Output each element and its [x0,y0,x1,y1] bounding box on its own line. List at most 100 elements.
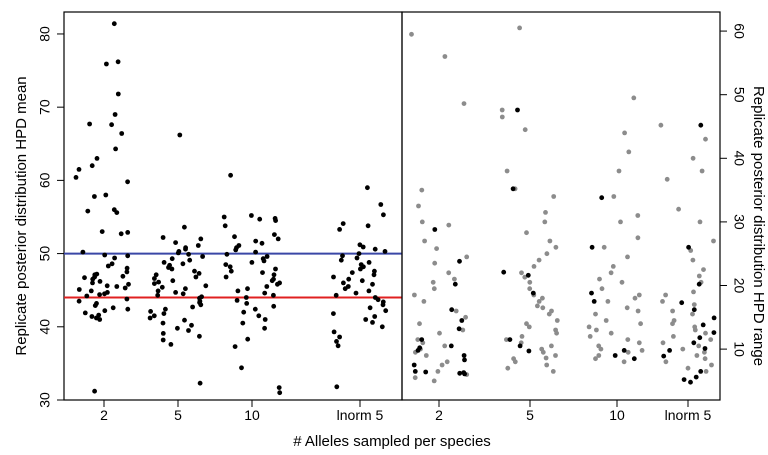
data-point-right-s0 [524,321,529,327]
data-point-left-s0 [118,231,124,237]
data-point-right-s0 [703,330,708,336]
data-point-left-s0 [382,249,388,254]
data-point-left-s0 [239,365,244,371]
data-point-left-s0 [232,344,238,349]
data-point-right-s0 [540,295,545,301]
data-point-right-s1 [686,244,691,250]
data-point-left-s0 [82,275,87,281]
data-point-right-s0 [616,168,622,174]
data-point-right-s1 [462,357,467,363]
data-point-left-s0 [379,324,385,330]
data-point-right-s0 [412,375,418,381]
data-point-left-s0 [160,337,166,343]
data-point-right-s0 [694,353,700,358]
data-point-left-s0 [235,288,241,294]
data-point-left-s0 [349,270,355,275]
data-point-left-s0 [111,207,117,213]
data-point-right-s0 [554,330,559,336]
data-point-right-s0 [626,149,632,155]
data-point-right-s0 [444,359,450,365]
data-point-right-s0 [660,299,665,304]
data-point-right-s1 [599,195,605,201]
data-point-right-s1 [457,370,463,376]
data-point-right-s1 [432,227,438,232]
data-point-left-s0 [88,288,94,294]
data-point-left-s0 [354,255,360,261]
data-point-right-s0 [499,114,505,120]
data-point-left-s0 [380,302,386,308]
data-point-left-s0 [76,287,82,292]
data-point-left-s0 [363,317,369,322]
data-point-left-s0 [372,246,378,252]
data-point-right-s0 [625,337,631,342]
data-point-right-s1 [711,315,717,321]
data-point-left-s0 [331,274,336,280]
data-point-left-s0 [115,59,121,65]
data-point-right-s0 [636,292,642,298]
data-point-right-s0 [437,330,442,336]
data-point-right-s0 [701,267,706,272]
data-point-left-s0 [153,272,159,278]
data-point-left-s0 [105,263,111,269]
data-point-left-s0 [253,249,258,255]
data-point-right-s1 [693,374,699,380]
data-point-left-s0 [76,167,82,172]
data-point-right-s1 [691,307,697,313]
data-point-left-s0 [271,272,277,278]
data-point-right-s0 [431,378,437,384]
data-point-right-s0 [519,270,524,276]
data-point-left-s0 [92,194,97,199]
data-point-right-s0 [618,219,623,225]
data-point-right-s0 [439,362,445,368]
data-point-left-s0 [80,249,86,255]
y-tick-label-right: 10 [731,341,747,357]
data-point-left-s0 [243,295,249,300]
data-point-right-s0 [663,359,669,365]
data-point-right-s0 [512,359,518,365]
data-point-left-s0 [113,146,118,152]
data-point-left-s0 [366,288,372,294]
data-point-right-s0 [709,362,714,368]
data-point-right-s0 [452,276,457,282]
data-point-right-s0 [434,246,439,252]
data-point-right-s0 [699,168,705,174]
data-point-right-s0 [504,168,510,174]
data-point-right-s0 [540,349,546,355]
data-point-left-s0 [370,281,375,287]
y-tick-label-left: 70 [37,99,53,115]
data-point-right-s1 [697,335,703,341]
data-point-right-s1 [681,377,687,382]
data-point-right-s1 [461,353,467,358]
x-tick-label-right: 10 [609,407,625,423]
data-point-right-s0 [543,210,548,215]
y-tick-label-left: 40 [37,319,53,335]
data-point-right-s0 [587,334,593,339]
data-point-right-s0 [660,340,666,346]
data-point-left-s0 [89,314,95,319]
data-point-right-s0 [611,194,617,199]
data-point-right-s0 [605,299,611,304]
data-point-left-s0 [180,261,186,267]
data-point-right-s0 [527,279,533,285]
data-point-right-s1 [517,343,523,349]
data-point-left-s0 [375,297,381,303]
data-point-left-s0 [232,234,237,240]
data-point-right-s0 [593,356,598,362]
data-point-left-s0 [240,320,246,326]
data-point-left-s0 [356,251,362,256]
data-point-right-s0 [419,219,425,225]
data-point-right-s0 [423,353,429,358]
data-point-left-s0 [183,246,188,252]
data-point-left-s0 [359,278,365,284]
data-point-left-s0 [125,179,130,185]
data-point-right-s0 [417,321,422,327]
data-point-right-s1 [526,348,532,354]
data-point-left-s0 [256,313,262,319]
data-point-left-s0 [87,121,92,127]
data-point-left-s0 [334,384,340,390]
data-point-left-s0 [155,288,161,294]
data-point-left-s0 [331,311,336,316]
data-point-right-s0 [696,273,702,279]
data-point-right-s0 [658,122,664,128]
data-point-left-s0 [120,273,126,279]
